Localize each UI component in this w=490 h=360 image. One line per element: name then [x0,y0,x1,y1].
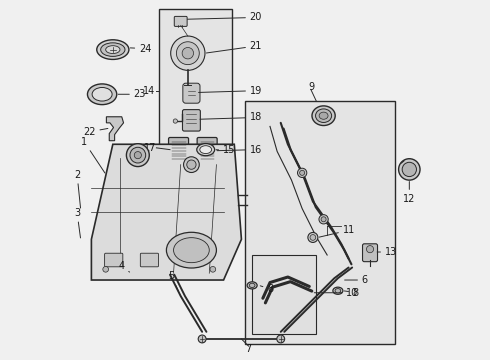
Text: 17: 17 [144,143,156,153]
Circle shape [182,48,194,59]
Text: 19: 19 [198,86,262,96]
Ellipse shape [335,289,341,293]
Text: 5: 5 [169,271,178,291]
Circle shape [300,170,305,175]
Circle shape [187,160,196,169]
FancyBboxPatch shape [104,253,123,267]
Ellipse shape [333,287,343,294]
Circle shape [319,215,328,224]
Ellipse shape [167,232,217,268]
Ellipse shape [97,40,129,59]
Circle shape [173,119,177,123]
Circle shape [277,335,285,343]
Circle shape [134,152,142,159]
Ellipse shape [312,106,335,126]
Text: 8: 8 [260,284,273,294]
FancyBboxPatch shape [182,110,200,131]
Ellipse shape [197,144,215,156]
Text: 14: 14 [143,86,155,96]
FancyBboxPatch shape [174,17,187,26]
Text: 12: 12 [403,181,416,203]
Bar [245,102,395,344]
Ellipse shape [88,84,117,105]
Ellipse shape [319,112,328,119]
Bar [252,255,317,334]
Text: 6: 6 [344,275,368,285]
Text: 7: 7 [245,344,252,354]
Polygon shape [106,117,123,141]
Text: 18: 18 [200,112,262,122]
FancyBboxPatch shape [363,244,377,262]
Circle shape [308,233,318,242]
Ellipse shape [200,146,212,154]
Circle shape [198,335,206,343]
Ellipse shape [100,43,125,57]
Text: 10: 10 [314,288,358,298]
Text: 2: 2 [74,170,80,208]
Text: 1: 1 [81,137,105,173]
Circle shape [321,217,326,222]
Circle shape [126,144,149,167]
FancyBboxPatch shape [197,138,217,163]
Circle shape [402,162,416,176]
Text: 22: 22 [83,127,108,137]
Ellipse shape [247,282,257,289]
Circle shape [398,159,420,180]
Ellipse shape [106,46,120,54]
Bar [159,9,232,167]
Ellipse shape [92,87,112,101]
Circle shape [171,36,205,70]
Text: 8: 8 [344,288,359,297]
FancyBboxPatch shape [169,138,189,163]
Text: 3: 3 [74,208,80,238]
Circle shape [176,42,199,64]
Ellipse shape [249,283,255,288]
FancyBboxPatch shape [183,83,200,103]
Circle shape [367,246,373,253]
Text: 23: 23 [118,89,146,99]
Circle shape [210,266,216,272]
Polygon shape [92,144,242,280]
Text: 11: 11 [319,225,355,237]
FancyBboxPatch shape [140,253,159,267]
Circle shape [130,147,146,163]
Circle shape [297,168,307,177]
Text: 16: 16 [217,145,262,155]
Circle shape [103,266,109,272]
Text: 20: 20 [188,13,262,22]
Text: 13: 13 [377,247,397,257]
Text: 24: 24 [130,44,151,54]
Text: 21: 21 [206,41,262,53]
Text: 15: 15 [216,145,235,156]
Ellipse shape [173,238,209,263]
Circle shape [184,157,199,172]
Text: 4: 4 [119,261,129,272]
Text: 9: 9 [308,82,314,92]
Circle shape [310,235,316,240]
Ellipse shape [316,109,332,122]
